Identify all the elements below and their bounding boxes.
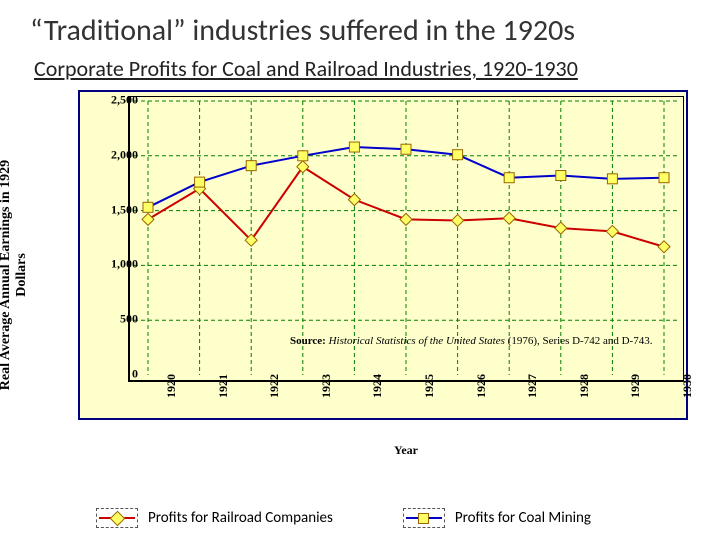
x-tick-label: 1928 (559, 374, 592, 398)
x-tick-label: 1930 (662, 374, 695, 398)
legend-item-railroad: Profits for Railroad Companies (96, 508, 333, 528)
x-tick-label: 1929 (610, 374, 643, 398)
plot-area: Source: Historical Statistics of the Uni… (128, 96, 684, 382)
source-suffix: (1976), Series D-742 and D-743. (508, 335, 653, 347)
y-axis-label: Real Average Annual Earnings in 1929 Dol… (0, 160, 30, 390)
square-icon (418, 513, 429, 524)
legend-swatch-railroad (96, 508, 138, 528)
source-title: Historical Statistics of the United Stat… (329, 335, 505, 347)
slide-subtitle: Corporate Profits for Coal and Railroad … (34, 55, 700, 82)
y-axis-label-line2: Dollars (14, 253, 29, 297)
y-tick-label: 2,000 (111, 147, 138, 162)
x-tick-label: 1925 (404, 374, 437, 398)
legend-label-railroad: Profits for Railroad Companies (148, 509, 333, 527)
chart-container: Real Average Annual Earnings in 1929 Dol… (20, 90, 700, 460)
legend-label-coal: Profits for Coal Mining (455, 509, 591, 527)
y-tick-label: 0 (132, 367, 138, 382)
slide-title: “Traditional” industries suffered in the… (30, 12, 700, 49)
x-tick-label: 1926 (456, 374, 489, 398)
y-tick-label: 500 (120, 312, 138, 327)
source-label: Source: (290, 335, 326, 347)
legend: Profits for Railroad Companies Profits f… (96, 508, 591, 528)
source-note: Source: Historical Statistics of the Uni… (290, 335, 652, 347)
legend-swatch-coal (403, 508, 445, 528)
x-tick-label: 1921 (198, 374, 231, 398)
y-axis-label-line1: Real Average Annual Earnings in 1929 (0, 160, 13, 390)
y-tick-label: 1,500 (111, 202, 138, 217)
y-tick-label: 2,500 (111, 93, 138, 108)
x-tick-label: 1920 (146, 374, 179, 398)
x-tick-label: 1922 (249, 374, 282, 398)
legend-item-coal: Profits for Coal Mining (403, 508, 591, 528)
x-tick-label: 1927 (507, 374, 540, 398)
x-axis-label: Year (394, 443, 418, 458)
diamond-icon (109, 510, 125, 526)
x-tick-label: 1924 (352, 374, 385, 398)
slide-root: “Traditional” industries suffered in the… (0, 0, 720, 540)
x-tick-label: 1923 (301, 374, 334, 398)
y-tick-label: 1,000 (111, 257, 138, 272)
